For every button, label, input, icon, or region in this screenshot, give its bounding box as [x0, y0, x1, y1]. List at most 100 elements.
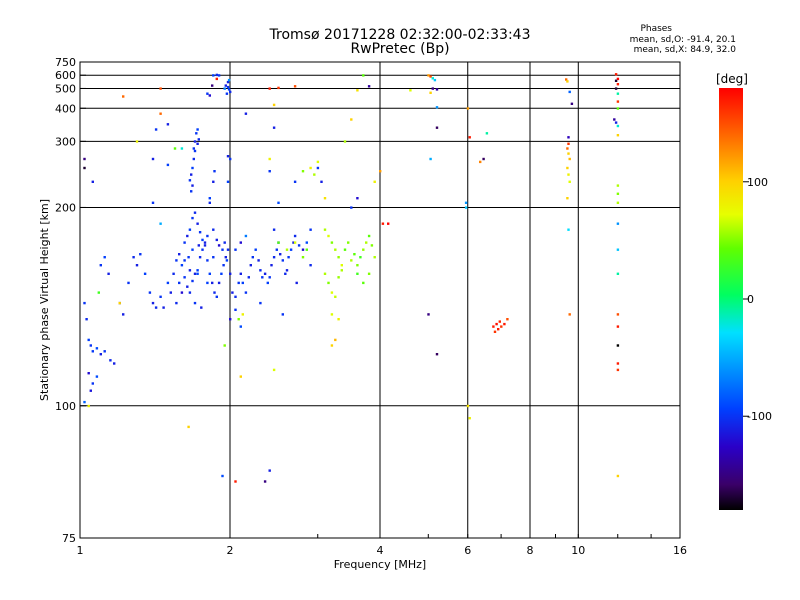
data-point [206, 259, 209, 262]
data-point [215, 295, 218, 298]
data-point [367, 85, 371, 88]
data-point [83, 157, 86, 161]
data-point [429, 75, 432, 78]
data-point [506, 318, 509, 321]
data-point [191, 216, 194, 220]
data-point [281, 313, 284, 316]
data-point [99, 264, 102, 267]
data-point [327, 234, 330, 238]
data-point [198, 256, 202, 259]
data-point [362, 281, 365, 285]
data-point [616, 325, 620, 328]
data-point [186, 234, 189, 238]
data-point [87, 338, 90, 342]
data-point [313, 173, 316, 176]
data-point [330, 241, 334, 244]
data-point [268, 276, 271, 279]
data-point [244, 291, 248, 294]
data-point [83, 301, 86, 305]
data-point [227, 78, 231, 82]
data-point [379, 170, 382, 173]
data-point [263, 272, 267, 275]
data-point [567, 228, 570, 231]
data-point [305, 248, 308, 251]
y-tick-label: 100 [55, 400, 76, 413]
data-point [203, 244, 207, 247]
data-point [435, 353, 439, 356]
data-point [330, 344, 334, 347]
data-point [350, 206, 353, 209]
data-point [330, 291, 334, 294]
data-point [239, 272, 242, 275]
data-point [468, 417, 471, 420]
data-point [301, 248, 305, 251]
y-tick-label: 400 [55, 102, 76, 115]
data-point [221, 474, 224, 478]
colorbar [719, 88, 743, 510]
chart-title: Tromsø 20171228 02:32:00-02:33:43 [269, 27, 531, 43]
data-point [301, 170, 305, 173]
data-point [95, 375, 99, 378]
data-point [187, 425, 190, 429]
data-point [616, 107, 620, 110]
stats-title: Phases [640, 24, 672, 34]
data-point [567, 152, 570, 155]
data-point [365, 241, 368, 244]
data-point [159, 222, 162, 225]
colorbar-tick-label: 100 [747, 176, 768, 189]
data-point [616, 474, 620, 478]
data-point [614, 87, 618, 90]
y-tick-label: 75 [62, 532, 76, 545]
data-point [91, 382, 94, 385]
data-point [211, 281, 214, 285]
y-tick-label: 600 [55, 69, 76, 82]
data-point [334, 248, 337, 251]
x-tick-label: 16 [673, 544, 687, 557]
data-point [567, 173, 570, 176]
data-point [122, 95, 125, 98]
data-point [193, 140, 197, 143]
data-point [109, 359, 112, 362]
data-point [616, 344, 620, 347]
data-point [178, 281, 181, 285]
data-point [196, 269, 199, 272]
data-point [224, 84, 227, 87]
data-point [234, 308, 237, 311]
data-point [183, 276, 186, 279]
data-point [223, 344, 226, 347]
data-point [208, 197, 211, 200]
data-point [616, 100, 620, 103]
data-point [616, 192, 620, 195]
data-point [89, 344, 92, 347]
data-point [268, 469, 271, 472]
data-point [277, 86, 280, 90]
data-point [347, 241, 350, 244]
data-point [213, 170, 216, 173]
data-point [381, 222, 385, 225]
data-point [229, 90, 232, 94]
data-point [191, 248, 194, 251]
data-point [485, 132, 489, 135]
data-point [175, 301, 178, 305]
data-point [356, 89, 359, 92]
data-point [135, 264, 139, 267]
data-point [87, 372, 90, 375]
data-point [151, 301, 155, 305]
data-point [493, 330, 497, 333]
data-point [343, 140, 347, 143]
data-point [244, 234, 248, 238]
data-point [343, 248, 347, 251]
data-point [500, 325, 503, 328]
data-point [295, 281, 298, 285]
data-point [367, 234, 371, 238]
data-point [433, 78, 437, 82]
data-point [118, 301, 121, 305]
data-point [272, 228, 276, 231]
data-point [353, 253, 356, 256]
data-point [87, 404, 90, 408]
data-point [435, 106, 439, 109]
data-point [196, 142, 199, 145]
y-tick-label: 300 [55, 135, 76, 148]
